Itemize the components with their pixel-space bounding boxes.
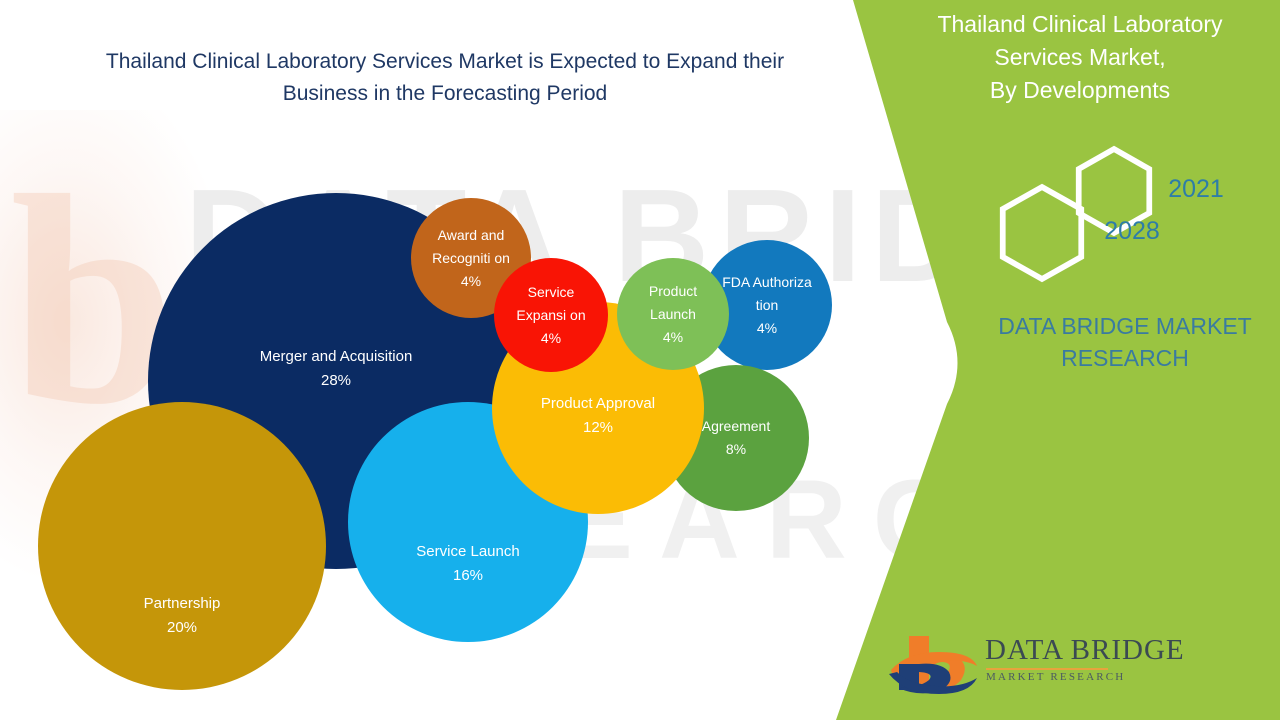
- bubble-label: FDA Authoriza tion: [722, 273, 812, 313]
- page-title: Thailand Clinical Laboratory Services Ma…: [45, 46, 845, 110]
- bubble-text: Agreement 8%: [698, 415, 774, 461]
- brand-name-line-2: RESEARCH: [1061, 345, 1189, 371]
- bubble-percent: 28%: [320, 372, 352, 389]
- bubble-text: Merger and Acquisition 28%: [256, 345, 417, 393]
- panel-title-line-2: Services Market,: [994, 44, 1166, 70]
- bubble-label: Product Approval: [540, 395, 656, 412]
- panel-title: Thailand Clinical Laboratory Services Ma…: [900, 8, 1260, 107]
- bubble-percent: 4%: [662, 328, 684, 345]
- bubble-text: Service Launch 16%: [412, 540, 523, 588]
- bubble-label: Agreement: [701, 418, 771, 434]
- brand-name-text: DATA BRIDGE MARKET RESEARCH: [965, 310, 1280, 374]
- page-title-line-2: Business in the Forecasting Period: [282, 82, 608, 105]
- bubble-text: Service Expansi on 4%: [506, 281, 597, 350]
- bubble-label: Award and Recogniti on: [432, 226, 510, 266]
- logo-divider: [986, 668, 1108, 670]
- data-bridge-logo: DATA BRIDGE MARKET RESEARCH: [885, 630, 1184, 696]
- brand-name-line-1: DATA BRIDGE MARKET: [998, 313, 1252, 339]
- bubble-percent: 4%: [460, 272, 482, 289]
- bubble-label: Partnership: [143, 595, 221, 612]
- hexagon-outline-icon: [999, 183, 1085, 283]
- bubble-percent: 8%: [725, 441, 747, 457]
- bubble-label: Service Expansi on: [516, 283, 586, 323]
- bubble-product-launch: Product Launch 4%: [617, 258, 729, 370]
- bubble-percent: 4%: [540, 329, 562, 346]
- hexagon-year-2021: 2021: [1073, 145, 1224, 237]
- bubble-label: Service Launch: [416, 543, 520, 560]
- bubble-percent: 4%: [756, 319, 778, 336]
- logo-mark-icon: [889, 636, 977, 694]
- bubble-percent: 12%: [582, 419, 614, 436]
- panel-title-line-1: Thailand Clinical Laboratory: [937, 11, 1223, 37]
- bubble-label: Merger and Acquisition: [259, 348, 413, 365]
- bubble-service-expansion: Service Expansi on 4%: [494, 258, 608, 372]
- hexagon-label-2028: 2028: [1104, 217, 1160, 245]
- bubble-text: FDA Authoriza tion 4%: [715, 271, 819, 340]
- hexagon-outline-icon: [1075, 145, 1153, 237]
- bubble-chart: Merger and Acquisition 28% Partnership 20% S…: [38, 193, 832, 690]
- bubble-text: Product Launch 4%: [628, 280, 718, 349]
- bubble-text: Product Approval 12%: [537, 392, 659, 440]
- logo-wordmark: DATA BRIDGE: [985, 634, 1185, 666]
- hexagon-year-2028: 2028: [997, 183, 1160, 283]
- bubble-label: Product Launch: [648, 282, 698, 322]
- bubble-percent: 16%: [452, 567, 484, 584]
- bubble-text: Partnership 20%: [140, 592, 225, 640]
- bubble-percent: 20%: [166, 619, 198, 636]
- logo-tagline: MARKET RESEARCH: [986, 671, 1126, 683]
- panel-title-line-3: By Developments: [989, 77, 1171, 103]
- bubble-partnership: Partnership 20%: [38, 402, 326, 690]
- bubble-text: Award and Recogniti on 4%: [423, 224, 519, 293]
- page-title-line-1: Thailand Clinical Laboratory Services Ma…: [105, 50, 785, 73]
- hexagon-label-2021: 2021: [1168, 175, 1224, 203]
- year-hexagons: 2021 2028: [985, 145, 1224, 283]
